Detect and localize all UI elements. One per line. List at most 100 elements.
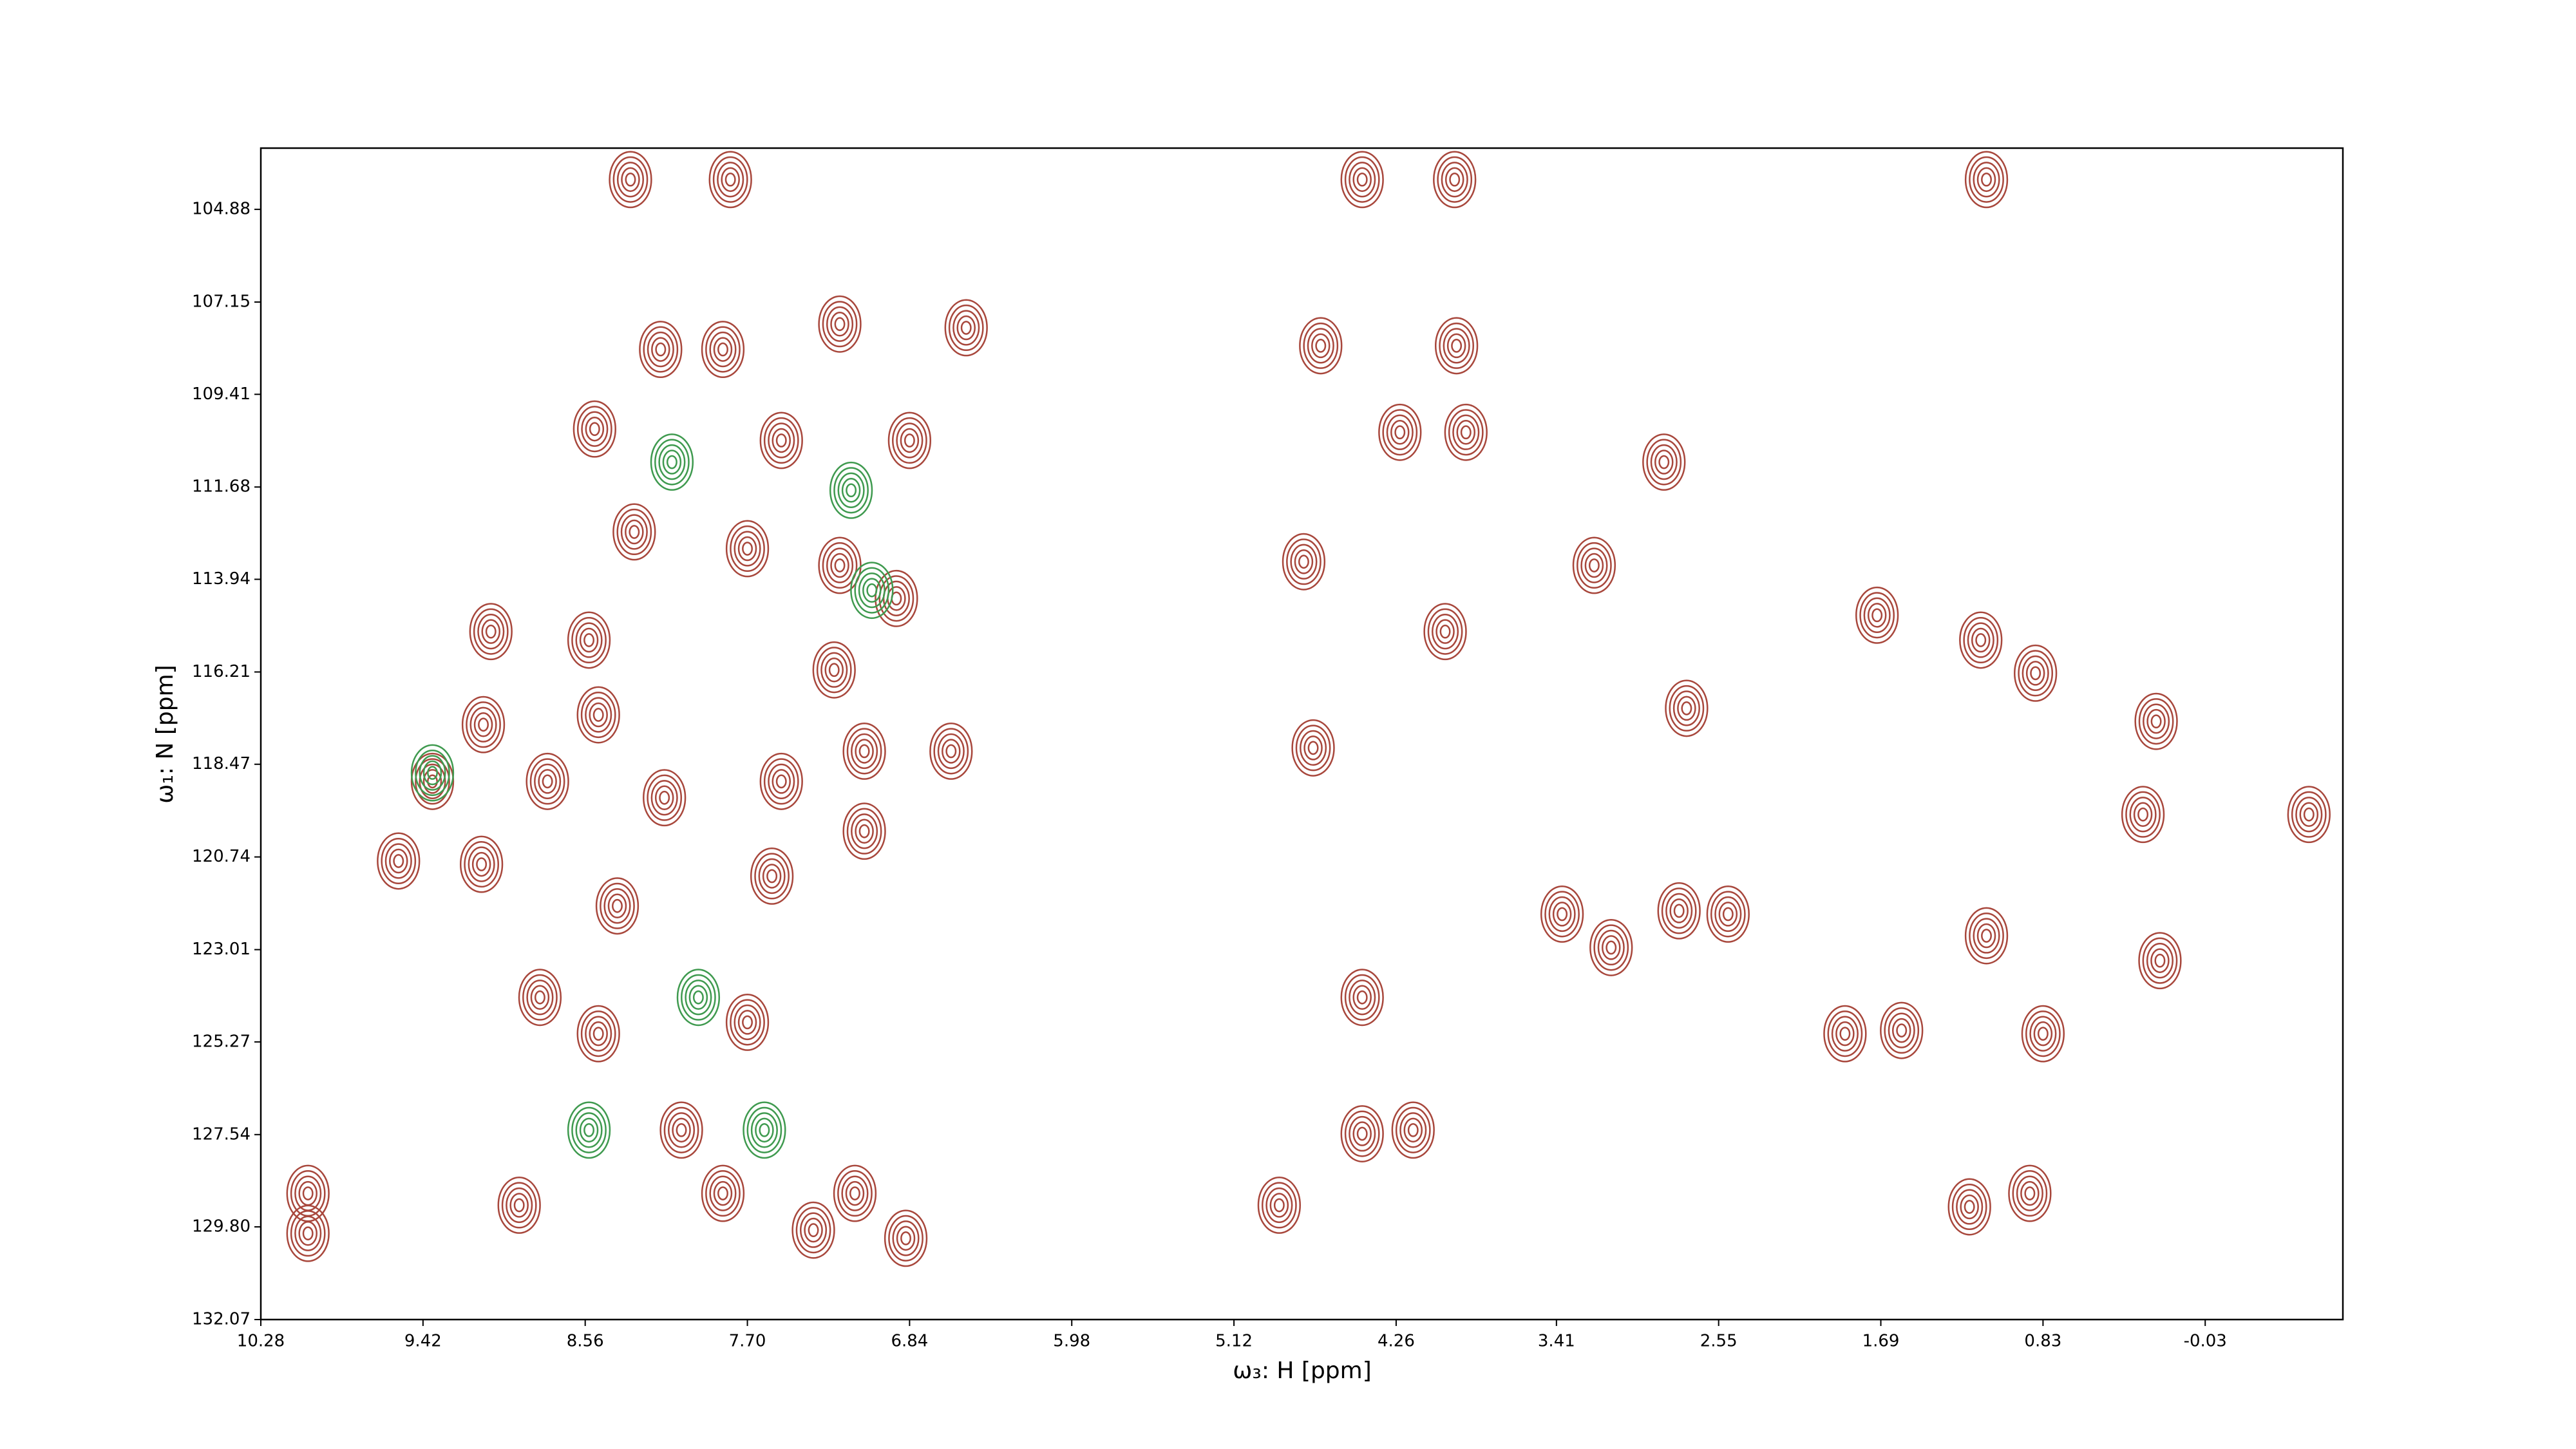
peak — [701, 321, 745, 379]
peak — [2008, 1164, 2052, 1222]
y-tick-label: 116.21 — [192, 662, 251, 681]
peak — [884, 1209, 928, 1267]
peak — [2138, 932, 2182, 990]
x-tick-label: 6.84 — [891, 1332, 928, 1351]
peak — [1572, 536, 1616, 594]
peak — [887, 412, 932, 469]
peak — [469, 603, 513, 661]
y-tick-label: 125.27 — [192, 1032, 251, 1051]
x-tick-label: 7.70 — [729, 1332, 766, 1351]
peak — [573, 400, 616, 458]
peak — [1642, 433, 1686, 491]
peak — [377, 832, 421, 890]
peak — [818, 536, 862, 594]
peak — [944, 299, 988, 357]
peak — [708, 151, 752, 209]
peak — [459, 835, 504, 893]
peak — [676, 969, 721, 1027]
y-tick-label: 111.68 — [192, 477, 251, 497]
peak — [1964, 907, 2009, 965]
peak — [701, 1164, 745, 1222]
peak — [2121, 786, 2165, 844]
peak — [725, 993, 770, 1051]
x-tick-label: 4.26 — [1378, 1332, 1415, 1351]
peak — [1665, 679, 1709, 737]
peak — [659, 1101, 703, 1159]
peak — [1855, 586, 1899, 644]
peak — [518, 969, 562, 1027]
peak — [1434, 317, 1479, 375]
plot-frame — [260, 147, 2344, 1321]
x-tick-label: 5.98 — [1053, 1332, 1090, 1351]
peak — [759, 752, 803, 810]
peak — [1823, 1005, 1867, 1063]
peak — [1947, 1178, 1991, 1236]
y-tick-label: 120.74 — [192, 847, 251, 866]
peak — [609, 151, 652, 209]
y-tick-label: 118.47 — [192, 754, 251, 773]
peak — [1959, 611, 2003, 669]
peak — [410, 752, 455, 810]
peak — [1378, 403, 1422, 461]
peak — [567, 611, 611, 669]
x-tick-label: 8.56 — [567, 1332, 604, 1351]
peak — [1657, 882, 1701, 940]
peak — [2014, 644, 2058, 702]
x-tick-label: 9.42 — [404, 1332, 442, 1351]
peak — [567, 1101, 611, 1159]
peak — [497, 1177, 541, 1234]
y-tick-label: 107.15 — [192, 292, 251, 312]
contour-area — [286, 151, 2331, 1267]
peak — [595, 877, 639, 935]
x-tick-label: 10.28 — [237, 1332, 285, 1351]
peak — [612, 503, 656, 561]
x-tick-label: 1.69 — [1862, 1332, 1900, 1351]
y-tick-label: 104.88 — [192, 200, 251, 219]
peak — [1423, 603, 1467, 661]
y-tick-label: 132.07 — [192, 1310, 251, 1329]
peak — [875, 569, 918, 627]
peak — [1444, 403, 1488, 461]
peak — [791, 1201, 835, 1259]
y-tick-label: 109.41 — [192, 384, 251, 404]
peak — [750, 848, 794, 905]
peak — [1433, 151, 1477, 209]
peak — [1391, 1101, 1435, 1159]
peak — [1282, 533, 1326, 591]
peak — [461, 696, 506, 753]
peak — [829, 461, 873, 519]
peak — [833, 1164, 877, 1222]
x-tick-label: 0.83 — [2024, 1332, 2061, 1351]
peak — [1340, 151, 1384, 209]
peak — [576, 686, 620, 744]
peak — [929, 722, 973, 780]
x-tick-label: 5.12 — [1215, 1332, 1253, 1351]
peak — [725, 520, 770, 578]
peak — [286, 1204, 330, 1262]
peak — [812, 641, 856, 699]
y-tick-label: 127.54 — [192, 1124, 251, 1144]
peak — [650, 433, 694, 491]
peak — [639, 321, 683, 379]
peak — [2021, 1005, 2065, 1063]
peak — [643, 769, 687, 827]
x-tick-label: 3.41 — [1538, 1332, 1575, 1351]
peak — [1299, 317, 1343, 375]
peak — [1964, 151, 2009, 209]
x-tick-label: 2.55 — [1700, 1332, 1738, 1351]
peak — [759, 412, 803, 469]
peak — [842, 722, 886, 780]
peak — [1257, 1177, 1302, 1234]
peak — [1340, 1105, 1384, 1162]
peak — [1706, 885, 1750, 943]
x-tick-label: -0.03 — [2184, 1332, 2227, 1351]
peak — [576, 1005, 620, 1063]
peak — [850, 562, 894, 620]
x-axis-label: ω₃: H [ppm] — [1233, 1358, 1372, 1384]
y-tick-label: 123.01 — [192, 940, 251, 959]
peak — [2287, 786, 2331, 844]
peak — [1589, 918, 1633, 976]
y-tick-label: 129.80 — [192, 1217, 251, 1236]
